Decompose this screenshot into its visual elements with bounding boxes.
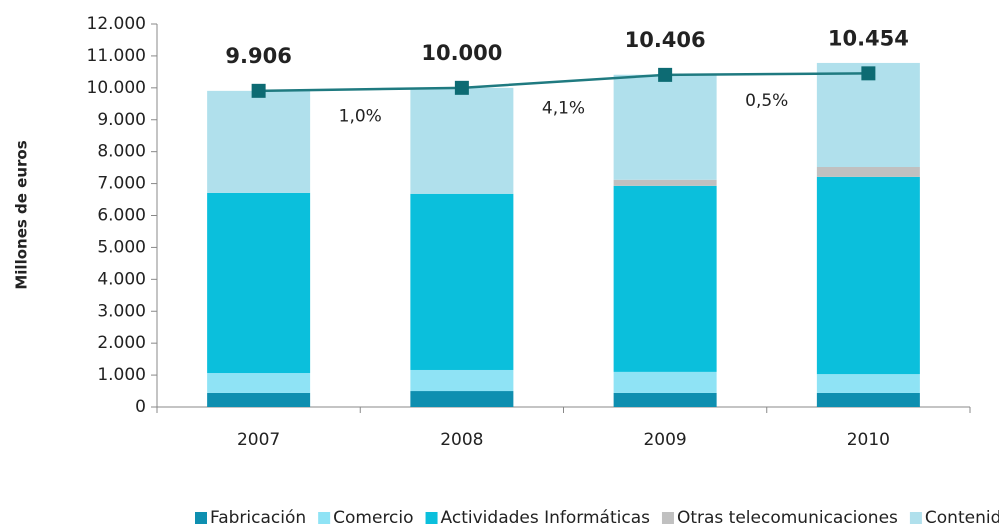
y-axis-label: Millones de euros: [13, 140, 31, 289]
y-tick-label: 6.000: [97, 206, 146, 226]
bar-segment: [613, 371, 717, 393]
x-tick-label: 2007: [237, 430, 280, 450]
legend-label: Otras telecomunicaciones: [677, 508, 898, 528]
bar-segment: [816, 374, 920, 393]
bar-segment: [207, 192, 311, 374]
legend-label: Comercio: [333, 508, 413, 528]
bar-segment: [816, 392, 920, 407]
line-marker: [861, 66, 876, 81]
legend-label: Actividades Informáticas: [441, 508, 651, 528]
legend-swatch: [425, 512, 438, 524]
y-tick-label: 3.000: [97, 301, 146, 321]
legend-swatch: [661, 512, 674, 524]
y-tick-label: 10.000: [87, 78, 146, 98]
legend-label: Contenidos: [925, 508, 999, 528]
y-tick-label: 1.000: [97, 365, 146, 385]
growth-annotation: 0,5%: [745, 91, 788, 111]
data-label: 10.000: [421, 41, 502, 65]
y-tick-label: 2.000: [97, 333, 146, 353]
growth-annotation: 4,1%: [542, 98, 585, 118]
y-tick-label: 11.000: [87, 46, 146, 66]
bar-segment: [207, 373, 311, 393]
y-tick-label: 5.000: [97, 237, 146, 257]
legend-swatch: [909, 512, 922, 524]
line-marker: [251, 83, 266, 98]
x-tick-label: 2009: [643, 430, 686, 450]
bar-segment: [410, 193, 514, 370]
y-tick-label: 8.000: [97, 142, 146, 162]
bar-segment: [613, 185, 717, 372]
bar-segment: [410, 87, 514, 194]
line: [258, 72, 869, 93]
legend-swatch: [318, 512, 331, 524]
bar-segment: [816, 166, 920, 177]
y-tick-label: 12.000: [87, 14, 146, 34]
bar-segment: [207, 392, 311, 407]
x-tick-label: 2010: [847, 430, 890, 450]
bar-segment: [207, 90, 311, 193]
x-tick-label: 2008: [440, 430, 483, 450]
legend-swatch: [195, 512, 207, 524]
bar-segment: [613, 392, 717, 407]
data-label: 10.406: [625, 28, 706, 52]
y-tick-label: 9.000: [97, 110, 146, 130]
y-tick-label: 4.000: [97, 269, 146, 289]
legend-label: Fabricación: [210, 508, 306, 528]
y-tick-label: 7.000: [97, 174, 146, 194]
bar-segment: [613, 179, 717, 186]
data-label: 9.906: [225, 44, 291, 68]
line-marker: [658, 67, 673, 82]
bar-segment: [410, 369, 514, 392]
data-label: 10.454: [828, 26, 909, 50]
line-marker: [454, 80, 469, 95]
bar-segment: [816, 176, 920, 375]
bar-segment: [410, 391, 514, 407]
growth-annotation: 1,0%: [339, 106, 382, 126]
y-tick-label: 0: [135, 397, 146, 417]
bar-segment: [613, 74, 717, 180]
